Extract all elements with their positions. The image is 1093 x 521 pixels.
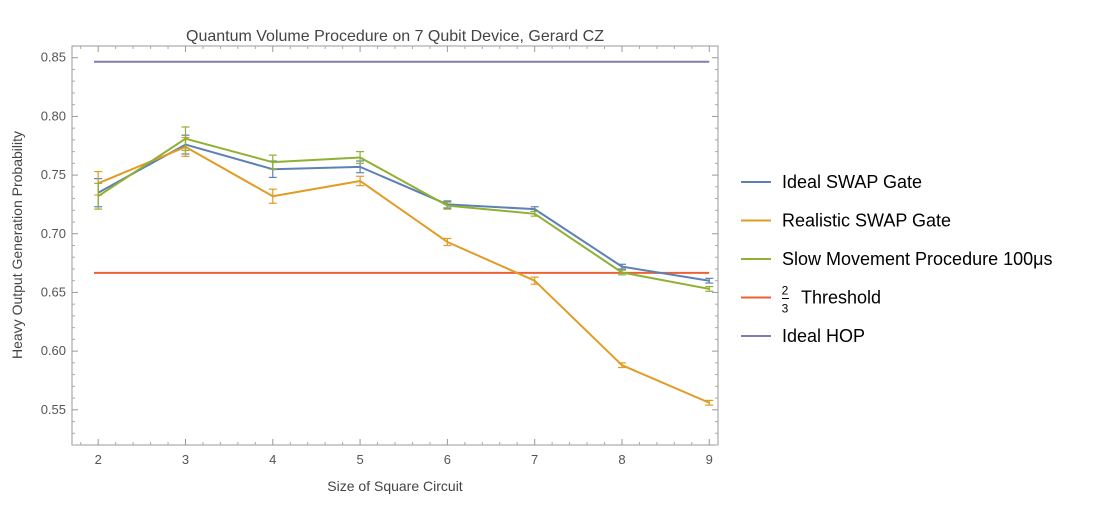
x-tick-label: 5	[356, 452, 363, 467]
legend-fraction-numerator: 2	[782, 284, 789, 298]
y-tick-label: 0.65	[41, 284, 66, 299]
legend: Ideal SWAP Gate Realistic SWAP Gate Slow M…	[741, 172, 1053, 346]
y-tick-label: 0.55	[41, 402, 66, 417]
y-tick-label: 0.80	[41, 108, 66, 123]
y-axis-title: Heavy Output Generation Probability	[9, 131, 25, 359]
y-tick-label: 0.70	[41, 226, 66, 241]
legend-label: Slow Movement Procedure 100μs	[782, 249, 1053, 269]
x-tick-label: 3	[182, 452, 189, 467]
y-tick-label: 0.75	[41, 167, 66, 182]
legend-label: Ideal HOP	[782, 326, 865, 346]
series-layer	[94, 60, 714, 406]
series-line	[97, 137, 710, 290]
x-tick-label: 7	[531, 452, 538, 467]
chart-title: Quantum Volume Procedure on 7 Qubit Devi…	[186, 28, 604, 45]
x-tick-label: 6	[444, 452, 451, 467]
series-line	[97, 145, 710, 404]
tick-layer: 0.55 0.60 0.65 0.70 0.75 0.80 0.85 2 3 4 5 6 7 8 9	[41, 46, 718, 467]
x-tick-label: 8	[618, 452, 625, 467]
x-tick-label: 2	[95, 452, 102, 467]
x-axis-title: Size of Square Circuit	[327, 478, 463, 494]
series-line	[97, 143, 710, 282]
x-tick-label: 4	[269, 452, 276, 467]
legend-label: Threshold	[801, 288, 881, 308]
y-tick-label: 0.60	[41, 343, 66, 358]
legend-fraction-denominator: 3	[782, 302, 789, 316]
legend-label: Ideal SWAP Gate	[782, 172, 922, 192]
y-tick-label: 0.85	[41, 50, 66, 65]
legend-label: Realistic SWAP Gate	[782, 211, 951, 231]
plot-frame	[71, 45, 719, 446]
x-tick-label: 9	[706, 452, 713, 467]
